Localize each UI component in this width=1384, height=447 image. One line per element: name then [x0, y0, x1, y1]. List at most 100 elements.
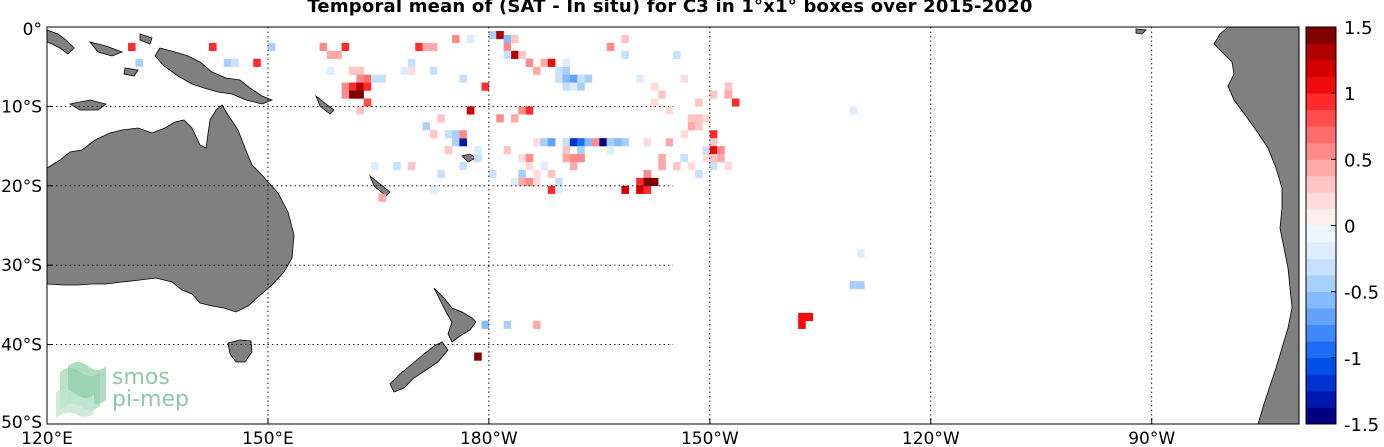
land-islands-mid — [88, 41, 124, 57]
colorbar-ticks: 1.5 1 0.5 0 -0.5 -1 -1.5 — [1331, 18, 1379, 436]
data-cell — [525, 154, 534, 163]
colorbar-tick-label: 1.5 — [1344, 18, 1373, 39]
data-cell — [466, 106, 475, 115]
data-cell — [562, 74, 571, 83]
x-tick-label: 180°W — [460, 429, 518, 447]
data-cell — [253, 58, 261, 67]
data-cell — [341, 42, 350, 52]
data-cell — [452, 34, 460, 44]
data-cell — [510, 34, 519, 44]
data-cell — [540, 138, 548, 147]
data-cell — [341, 90, 350, 99]
data-cell — [510, 177, 519, 186]
land-galapagos — [1135, 28, 1147, 35]
colorbar-segment — [1306, 175, 1336, 193]
data-cell — [356, 82, 364, 91]
data-cell — [724, 161, 733, 171]
colorbar-segment — [1306, 225, 1336, 243]
data-cell — [415, 42, 423, 52]
colorbar-segment — [1306, 93, 1336, 111]
data-cell — [562, 138, 571, 147]
data-cell — [459, 138, 467, 147]
data-cell — [437, 114, 445, 123]
y-tick-label: 40°S — [1, 336, 42, 356]
land-timor — [68, 99, 107, 111]
land-tasmania — [227, 339, 253, 363]
data-cell — [717, 146, 725, 155]
data-cell — [371, 74, 379, 83]
data-cell — [584, 74, 593, 83]
data-cell — [636, 185, 644, 194]
data-cell — [658, 90, 666, 99]
data-cell — [665, 138, 674, 147]
data-cell — [599, 138, 607, 147]
data-cell — [695, 169, 703, 179]
data-cells — [128, 30, 865, 361]
y-axis: 0° 10°S 20°S 30°S 40°S 50°S — [1, 20, 53, 433]
data-cell — [341, 82, 350, 91]
data-cell — [393, 161, 401, 171]
data-cell — [591, 138, 600, 147]
data-cell — [798, 320, 806, 329]
colorbar-segment — [1306, 341, 1336, 359]
data-cell — [849, 281, 858, 290]
data-cell — [702, 114, 711, 123]
data-cell — [606, 42, 615, 52]
data-cell — [363, 98, 372, 107]
data-cell — [555, 177, 563, 186]
data-cell — [665, 106, 674, 115]
data-cell — [378, 193, 386, 202]
data-cell — [452, 130, 460, 139]
data-cell — [356, 90, 364, 99]
data-cell — [650, 82, 659, 91]
data-cell — [429, 42, 438, 52]
colorbar-segment — [1306, 357, 1336, 375]
x-axis: 120°E 150°E 180°W 150°W 120°W 90°W — [21, 418, 1175, 447]
data-cell — [621, 34, 630, 44]
data-cell — [709, 90, 718, 99]
data-cell — [378, 74, 386, 83]
data-cell — [422, 122, 431, 131]
data-cell — [518, 177, 526, 186]
colorbar-segment — [1306, 324, 1336, 342]
data-cell — [724, 90, 733, 99]
data-cell — [525, 106, 534, 115]
colorbar-segment — [1306, 76, 1336, 94]
data-cell — [695, 122, 703, 131]
data-cell — [643, 185, 652, 194]
data-cell — [555, 185, 563, 194]
data-cell — [429, 130, 438, 139]
land-layer — [46, 26, 1300, 425]
colorbar — [1306, 27, 1336, 425]
land-nz-south — [389, 341, 449, 393]
data-cell — [459, 74, 467, 83]
data-cell — [503, 42, 512, 52]
colorbar-segment — [1306, 126, 1336, 144]
x-tick-label: 150°W — [681, 429, 739, 447]
data-cell — [569, 82, 578, 91]
colorbar-tick-label: -0.5 — [1344, 283, 1379, 304]
data-cell — [533, 169, 541, 179]
data-cell — [319, 42, 328, 52]
land-nz-north — [433, 287, 477, 343]
data-cell — [429, 66, 438, 75]
data-cell — [533, 66, 541, 75]
land-small-2 — [123, 67, 139, 77]
data-cell — [518, 154, 526, 163]
data-cell — [658, 154, 666, 163]
data-cell — [709, 154, 718, 163]
data-cell — [525, 58, 534, 67]
data-cell — [496, 30, 504, 40]
y-tick-label: 30°S — [1, 256, 42, 276]
data-cell — [363, 82, 372, 91]
data-cell — [371, 161, 379, 171]
data-cell — [555, 74, 563, 83]
data-cell — [555, 66, 563, 75]
data-cell — [459, 161, 467, 171]
data-cell — [577, 82, 585, 91]
data-cell — [606, 138, 615, 147]
data-cell — [680, 130, 688, 139]
colorbar-segment — [1306, 159, 1336, 177]
data-cell — [510, 114, 519, 123]
grid-lines — [47, 27, 1153, 424]
